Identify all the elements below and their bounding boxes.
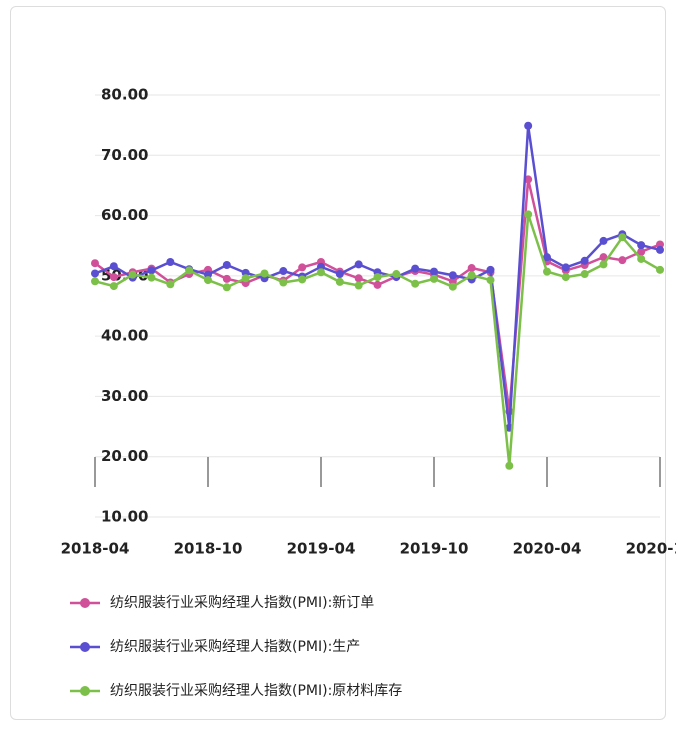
data-point <box>467 264 476 273</box>
data-point <box>543 267 551 276</box>
legend-label: 纺织服装行业采购经理人指数(PMI):原材料库存 <box>110 683 402 699</box>
data-point <box>260 269 269 278</box>
data-point <box>637 254 646 263</box>
data-point <box>392 270 401 279</box>
data-point <box>128 270 137 279</box>
data-point <box>618 256 627 265</box>
data-point <box>656 265 664 274</box>
y-tick-label: 10.00 <box>101 508 148 526</box>
data-point <box>543 253 551 262</box>
y-tick-label: 30.00 <box>101 387 148 405</box>
data-point <box>505 461 514 470</box>
data-point <box>91 277 99 286</box>
data-point <box>147 266 156 275</box>
data-point <box>486 276 495 285</box>
data-point <box>524 210 533 219</box>
data-point <box>335 270 344 279</box>
data-point <box>91 259 99 268</box>
data-point <box>222 283 231 292</box>
data-point <box>354 281 363 290</box>
data-point <box>317 268 325 277</box>
data-point <box>222 261 231 270</box>
legend-marker <box>80 686 90 696</box>
x-tick-label: 2019-04 <box>287 540 356 558</box>
x-tick-label: 2018-04 <box>61 540 130 558</box>
data-point <box>524 121 533 130</box>
data-point <box>91 269 99 278</box>
x-tick-label: 2018-10 <box>174 540 243 558</box>
series-line <box>94 179 661 412</box>
data-point <box>109 262 118 271</box>
data-point <box>448 271 457 280</box>
data-point <box>411 264 420 273</box>
data-point <box>599 236 608 245</box>
legend-marker <box>80 642 90 652</box>
legend-label: 纺织服装行业采购经理人指数(PMI):新订单 <box>110 595 374 611</box>
data-point <box>354 260 363 269</box>
data-point <box>354 274 363 283</box>
legend-marker <box>80 598 90 608</box>
data-point <box>279 267 288 276</box>
data-point <box>185 266 194 275</box>
data-point <box>599 253 608 262</box>
data-point <box>373 280 382 289</box>
data-point <box>166 257 175 266</box>
data-point <box>637 241 646 250</box>
data-point <box>561 263 570 272</box>
data-point <box>656 245 664 254</box>
data-point <box>618 233 627 242</box>
data-point <box>222 274 231 283</box>
data-point <box>147 273 156 282</box>
chart-card <box>10 6 666 720</box>
data-point <box>279 278 288 287</box>
data-point <box>561 273 570 282</box>
data-point <box>430 267 438 276</box>
data-point <box>637 247 646 256</box>
legend-label: 纺织服装行业采购经理人指数(PMI):生产 <box>110 639 360 655</box>
data-point <box>430 274 438 283</box>
series-line <box>94 213 661 466</box>
data-point <box>580 270 589 279</box>
y-tick-label: 60.00 <box>101 206 148 224</box>
data-point <box>411 279 420 288</box>
data-point <box>109 282 118 291</box>
data-point <box>580 256 589 265</box>
x-tick-label: 2020-04 <box>513 540 582 558</box>
data-point <box>204 276 212 285</box>
data-point <box>335 277 344 286</box>
data-point <box>166 280 175 289</box>
data-point <box>486 265 495 274</box>
data-point <box>241 274 250 283</box>
x-tick-label: 2019-10 <box>400 540 469 558</box>
data-point <box>373 273 382 282</box>
data-point <box>599 260 608 269</box>
data-point <box>298 275 307 284</box>
y-tick-label: 80.00 <box>101 86 148 104</box>
data-point <box>298 263 307 272</box>
x-tick-label: 2020-10 <box>626 540 676 558</box>
y-tick-label: 70.00 <box>101 146 148 164</box>
data-point <box>448 282 457 291</box>
data-point <box>467 271 476 280</box>
y-tick-label: 20.00 <box>101 447 148 465</box>
data-point <box>109 273 118 282</box>
y-tick-label: 40.00 <box>101 327 148 345</box>
